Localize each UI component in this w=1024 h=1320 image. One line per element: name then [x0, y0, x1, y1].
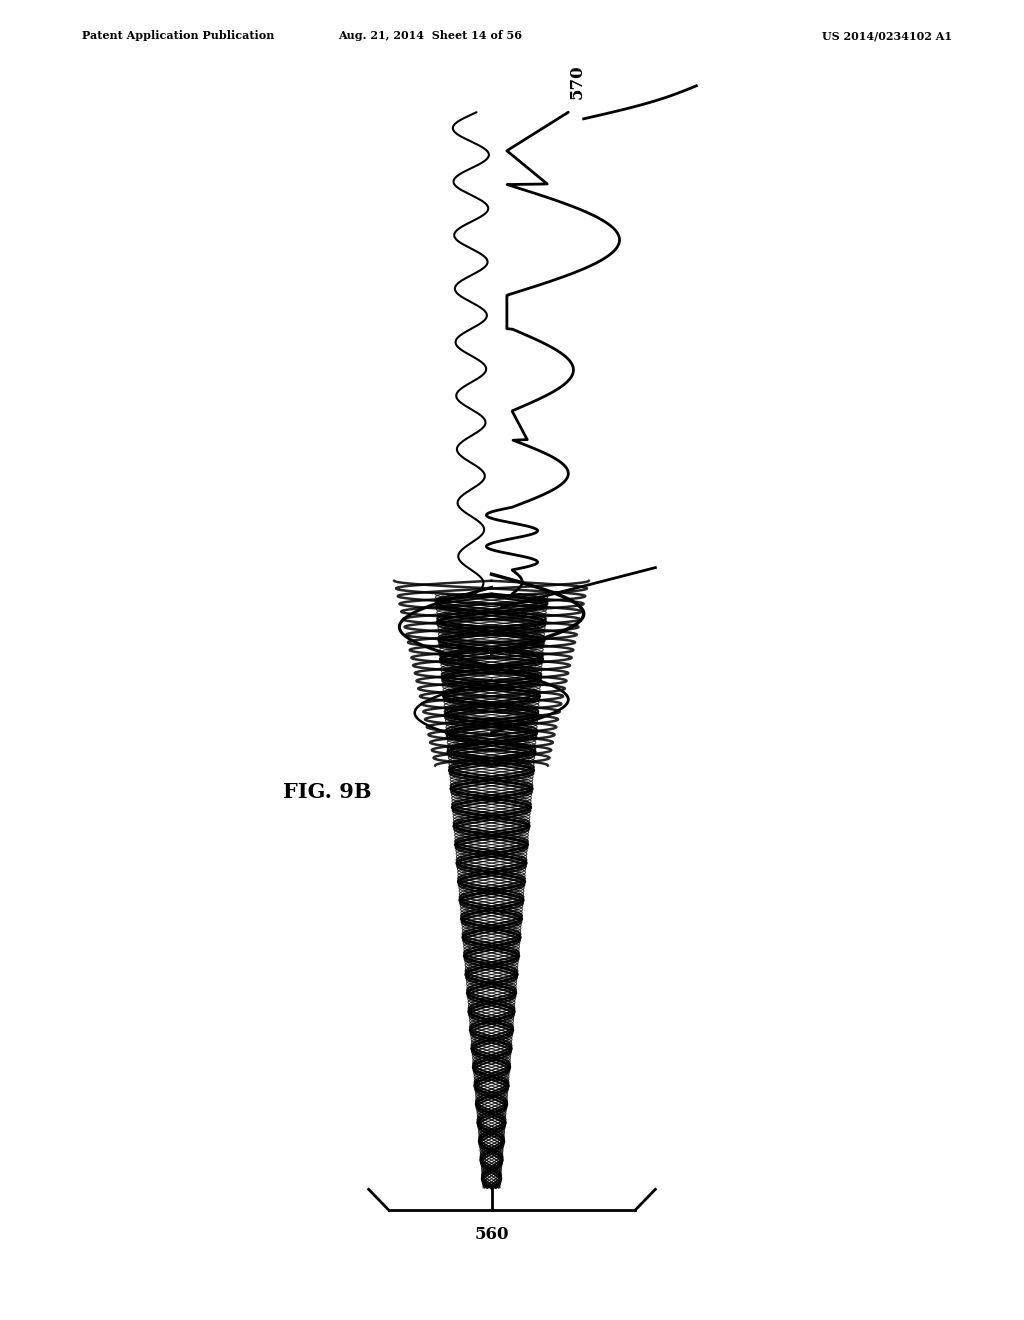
Text: US 2014/0234102 A1: US 2014/0234102 A1	[822, 30, 952, 41]
Text: Patent Application Publication: Patent Application Publication	[82, 30, 274, 41]
Text: 570: 570	[568, 65, 586, 99]
Text: FIG. 9B: FIG. 9B	[284, 781, 372, 803]
Text: 560: 560	[474, 1226, 509, 1243]
Text: Aug. 21, 2014  Sheet 14 of 56: Aug. 21, 2014 Sheet 14 of 56	[338, 30, 522, 41]
